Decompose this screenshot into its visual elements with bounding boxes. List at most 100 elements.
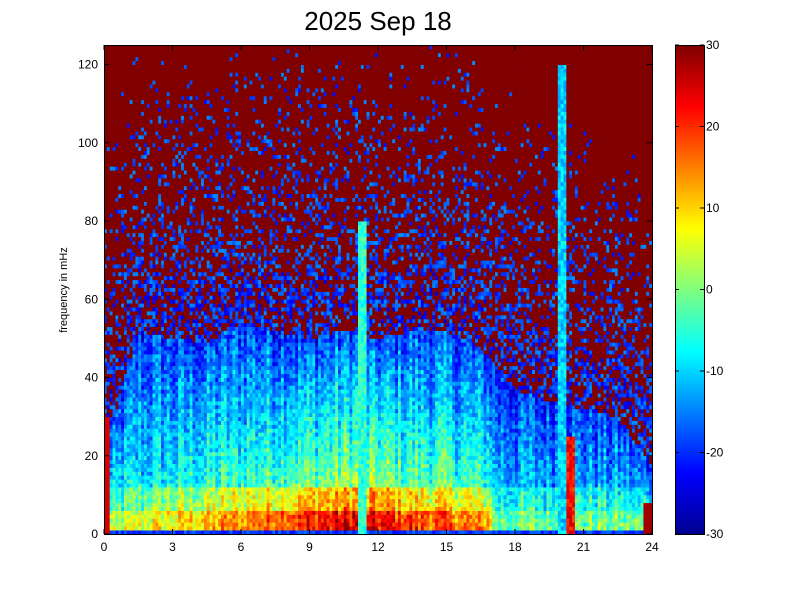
heatmap-cell [141,447,145,453]
heatmap-cell [169,487,173,492]
heatmap-cell [192,56,196,62]
heatmap-cell [206,377,210,382]
heatmap-cell [206,119,210,124]
heatmap-cell [195,217,199,222]
heatmap-cell [135,228,139,234]
heatmap-cell [135,275,139,281]
heatmap-cell [169,260,173,265]
heatmap-cell [112,385,116,390]
heatmap-cell [195,131,199,136]
heatmap-cell [106,365,111,371]
heatmap-cell [206,326,210,331]
heatmap-cell [143,381,148,386]
heatmap-cell [112,287,116,292]
heatmap-cell [135,397,139,402]
heatmap-cell [109,510,113,515]
heatmap-cell [149,146,153,152]
heatmap-cell [152,369,156,375]
heatmap-cell [201,244,205,249]
heatmap-cell [201,154,205,159]
heatmap-cell [143,440,148,445]
heatmap-cell [186,314,191,320]
heatmap-cell [198,271,202,277]
heatmap-cell [198,467,202,472]
heatmap-cell [178,428,182,433]
heatmap-cell [115,68,119,73]
heatmap-cell [198,354,202,359]
heatmap-cell [201,88,205,93]
heatmap-cell [155,52,159,58]
heatmap-cell [186,48,191,54]
heatmap-cell [115,115,119,120]
heatmap-cell [143,84,148,89]
heatmap-cell [209,428,213,433]
heatmap-cell [158,217,162,222]
heatmap-cell [209,162,213,167]
heatmap-cell [209,295,213,300]
heatmap-cell [203,84,208,89]
heatmap-cell [192,193,196,198]
heatmap-cell [189,389,193,394]
heatmap-cell [201,440,205,445]
heatmap-cell [201,365,205,371]
heatmap-cell [203,314,208,320]
heatmap-cell [158,369,162,375]
heatmap-cell [192,178,196,183]
heatmap-cell [141,88,145,93]
heatmap-cell [215,150,219,155]
heatmap-cell [109,260,113,265]
heatmap-cell [166,350,171,355]
heatmap-cell [141,416,145,421]
heatmap-cell [201,342,205,347]
heatmap-cell [198,48,202,54]
heatmap-cell [104,224,108,230]
heatmap-cell [143,451,148,457]
heatmap-cell [201,322,205,328]
heatmap-cell [172,518,176,523]
heatmap-cell [175,432,179,437]
heatmap-cell [203,131,208,136]
heatmap-cell [186,260,191,265]
heatmap-cell [104,228,108,234]
heatmap-cell [155,283,159,288]
heatmap-cell [132,326,136,331]
heatmap-cell [181,193,185,198]
heatmap-cell [155,68,159,73]
heatmap-cell [209,389,213,394]
heatmap-cell [215,127,219,132]
heatmap-cell [169,475,173,480]
heatmap-cell [121,479,125,484]
heatmap-cell [132,506,136,511]
heatmap-cell [115,197,119,202]
heatmap-cell [192,295,196,300]
heatmap-cell [141,510,145,515]
heatmap-cell [183,283,188,288]
heatmap-cell [186,322,191,328]
heatmap-cell [135,467,139,472]
heatmap-cell [126,185,131,191]
heatmap-cell [123,174,128,179]
heatmap-cell [186,95,191,101]
heatmap-cell [206,354,210,359]
heatmap-cell [212,193,216,198]
heatmap-cell [138,412,142,418]
heatmap-cell [141,287,145,292]
heatmap-cell [143,142,148,148]
heatmap-cell [152,76,156,81]
heatmap-cell [172,404,176,410]
heatmap-cell [183,142,188,148]
heatmap-cell [178,412,182,418]
heatmap-cell [169,264,173,269]
heatmap-cell [126,432,131,437]
heatmap-cell [155,224,159,230]
heatmap-cell [141,236,145,241]
heatmap-cell [172,123,176,128]
heatmap-cell [115,303,119,308]
heatmap-cell [178,185,182,191]
heatmap-cell [166,181,171,187]
heatmap-cell [112,275,116,281]
heatmap-cell [206,111,210,116]
heatmap-cell [183,252,188,257]
heatmap-cell [152,357,156,363]
heatmap-cell [138,381,142,386]
